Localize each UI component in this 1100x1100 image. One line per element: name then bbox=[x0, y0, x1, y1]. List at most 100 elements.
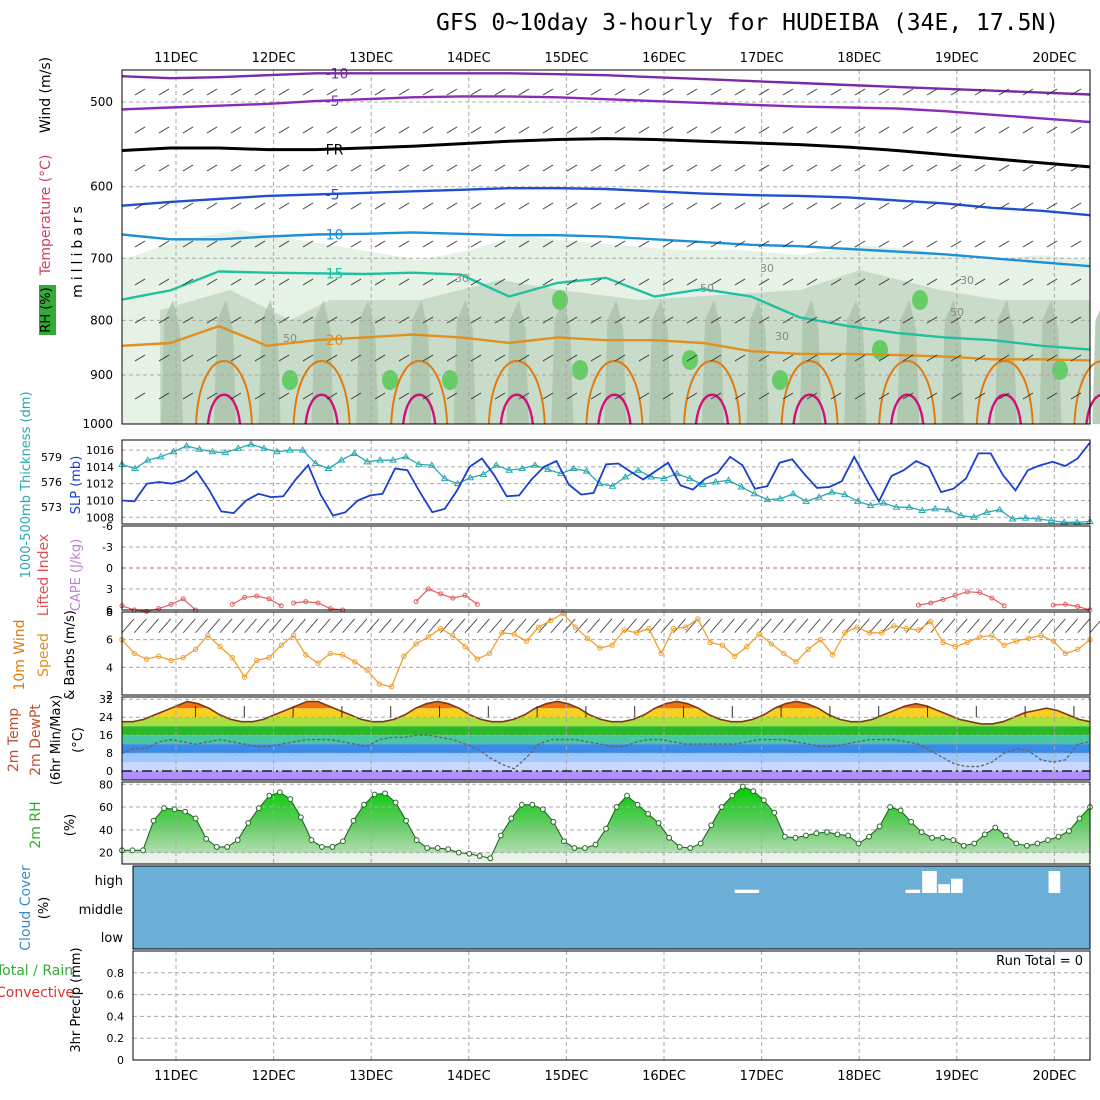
wind-speed-point bbox=[315, 660, 321, 666]
rh-point bbox=[1055, 833, 1062, 840]
wind-speed-point bbox=[425, 634, 432, 640]
rh-point bbox=[571, 845, 578, 851]
wind-barb bbox=[494, 316, 506, 324]
wind-barb bbox=[998, 316, 1010, 324]
wind-barb bbox=[158, 354, 170, 362]
wind-barb-10m bbox=[1040, 618, 1054, 634]
rh-point bbox=[655, 820, 662, 826]
wind-barb bbox=[1022, 278, 1034, 286]
wind-barb bbox=[1070, 354, 1082, 362]
wind-barb bbox=[686, 202, 698, 210]
ylabel-cape: CAPE (J/kg) bbox=[69, 539, 84, 611]
wind-barb-10m bbox=[832, 618, 846, 634]
wind-speed-point bbox=[952, 643, 958, 650]
thickness-marker bbox=[634, 466, 643, 473]
wind-barb bbox=[278, 240, 290, 248]
wind-barb bbox=[350, 164, 362, 172]
temp-bands bbox=[122, 701, 1090, 780]
wind-barb bbox=[662, 354, 674, 362]
wind-barb bbox=[854, 88, 866, 96]
wind-barb bbox=[758, 316, 770, 324]
wind-barb bbox=[806, 126, 818, 134]
wind-barb bbox=[470, 278, 482, 286]
wind-barb bbox=[350, 278, 362, 286]
lifted-index-point bbox=[156, 606, 162, 612]
panel-frame bbox=[132, 865, 1091, 950]
rh-contour-label: 30 bbox=[960, 274, 974, 287]
wind-barb bbox=[782, 316, 794, 324]
wind-barb bbox=[254, 354, 266, 362]
wind-barb bbox=[566, 278, 578, 286]
wind-barb bbox=[230, 240, 242, 248]
wind-speed-point bbox=[842, 630, 848, 636]
lifted-index-point bbox=[425, 586, 431, 592]
wind-barb bbox=[398, 278, 410, 286]
ylabel-precip: 3hr Precip (mm) bbox=[69, 947, 84, 1052]
thickness-marker bbox=[1008, 514, 1017, 522]
wind-barb bbox=[854, 126, 866, 134]
wind-barb bbox=[542, 240, 554, 248]
wind-barb bbox=[878, 392, 890, 400]
wind-barb bbox=[566, 88, 578, 96]
wind-speed-point bbox=[548, 617, 554, 623]
rh-plume bbox=[258, 300, 281, 424]
wind-speed-point bbox=[327, 650, 334, 657]
wind-speed-point bbox=[352, 659, 358, 665]
wind-barb-10m bbox=[170, 618, 184, 634]
isotherm-label: 20 bbox=[326, 333, 344, 349]
wind-barb bbox=[1070, 240, 1082, 248]
wind-barb bbox=[302, 202, 314, 210]
rh-point bbox=[981, 831, 988, 838]
thickness-marker bbox=[827, 488, 836, 495]
wind-barb bbox=[278, 164, 290, 172]
thickness-marker bbox=[853, 497, 862, 504]
wind-speed-point bbox=[707, 639, 713, 646]
wind-barb bbox=[950, 354, 962, 362]
wind-barb bbox=[638, 316, 650, 324]
wind-barb bbox=[422, 392, 434, 400]
panel-frame bbox=[121, 781, 1091, 865]
thickness-tick: 579 bbox=[41, 451, 62, 464]
wind-speed-point bbox=[1075, 646, 1081, 653]
wind-barb bbox=[1046, 88, 1058, 96]
lifted-index-point bbox=[462, 592, 468, 598]
wind-barb bbox=[158, 316, 170, 324]
wind-barb bbox=[806, 240, 818, 248]
isotherm-label: FR bbox=[326, 143, 344, 159]
wind-barb bbox=[590, 164, 602, 172]
wind-barb-10m bbox=[550, 618, 564, 634]
wind-barb bbox=[902, 354, 914, 362]
wind-barb bbox=[830, 202, 842, 210]
rh-point bbox=[992, 824, 999, 831]
thickness-marker bbox=[182, 441, 191, 449]
rh-point bbox=[824, 829, 830, 836]
wind-speed-point bbox=[977, 634, 983, 640]
isotherm-label: 15 bbox=[326, 266, 344, 282]
wind-barb bbox=[782, 240, 794, 248]
wind-barb bbox=[350, 88, 362, 96]
wind-barb bbox=[854, 278, 866, 286]
rh-point bbox=[476, 853, 483, 859]
thickness-marker bbox=[982, 508, 991, 515]
wind-barb-10m bbox=[783, 618, 797, 634]
wind-barb bbox=[494, 240, 506, 248]
wind-barb-10m bbox=[268, 618, 282, 634]
wind-barb bbox=[422, 316, 434, 324]
pressure-tick-label: 800 bbox=[90, 313, 113, 327]
thickness-marker bbox=[995, 505, 1004, 513]
rh-point bbox=[182, 808, 189, 815]
rh-point bbox=[455, 849, 462, 856]
wind-barb bbox=[710, 392, 722, 400]
wind-barb bbox=[1046, 354, 1058, 362]
wind-barb bbox=[398, 164, 410, 172]
wind-speed-point bbox=[731, 653, 738, 659]
wind-speed-point bbox=[829, 652, 836, 658]
wind-barb-10m bbox=[501, 618, 515, 634]
rh-contour-label: 30 bbox=[760, 262, 774, 275]
thickness-marker bbox=[376, 456, 385, 463]
wind-barb bbox=[566, 354, 578, 362]
pressure-tick-label: 900 bbox=[90, 368, 113, 382]
wind-barb bbox=[566, 126, 578, 134]
wind-barb bbox=[398, 354, 410, 362]
